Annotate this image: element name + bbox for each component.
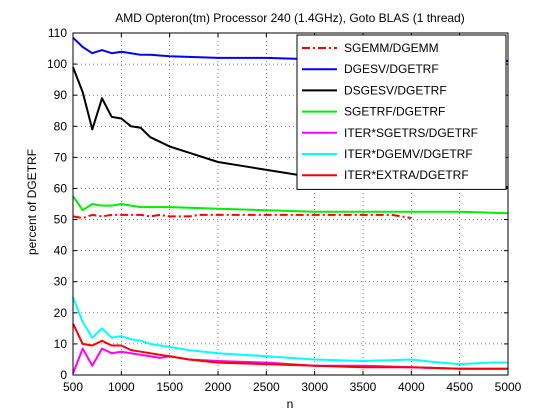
x-tick-label: 2000 [205,380,232,394]
x-tick-label: 500 [63,380,83,394]
legend-label: DSGESV/DGETRF [344,83,447,97]
plot-frame [72,32,509,376]
y-tick-label: 90 [54,88,68,102]
y-tick-label: 60 [54,181,68,195]
series-line-5 [72,347,508,374]
x-tick-label: 5000 [495,380,522,394]
legend-label: SGETRF/DGETRF [344,105,445,119]
series-line-6 [72,296,508,366]
y-axis-label: percent of DGETRF [25,149,39,255]
y-tick-label: 50 [54,213,68,227]
y-tick-label: 10 [54,337,68,351]
x-tick-labels: 500 1000 1500 2000 2500 3000 3500 4000 4500 5000 [63,380,522,394]
legend: SGEMM/DGEMM DGESV/DGETRF DSGESV/DGETRF SGET… [296,34,507,190]
x-tick-label: 4000 [398,380,425,394]
y-tick-label: 20 [54,306,68,320]
x-tick-label: 3500 [350,380,377,394]
series-line-4 [72,195,509,215]
y-tick-label: 70 [54,150,68,164]
y-tick-label: 80 [54,119,68,133]
x-axis-label: n [287,397,294,411]
series-line-7 [72,323,508,370]
y-tick-label: 40 [54,244,68,258]
legend-label: DGESV/DGETRF [344,62,439,76]
x-tick-label: 4500 [446,380,473,394]
x-tick-label: 1000 [108,380,135,394]
y-tick-labels: 0 10 20 30 40 50 60 70 80 90 100 110 [47,26,67,382]
x-tick-label: 2500 [253,380,280,394]
chart-title: AMD Opteron(tm) Processor 240 (1.4GHz), … [115,11,464,25]
y-tick-label: 30 [54,275,68,289]
y-tick-label: 100 [47,57,67,71]
series-line-1 [72,213,412,219]
x-tick-label: 1500 [156,380,183,394]
y-tick-label: 0 [60,368,67,382]
y-tick-label: 110 [48,26,67,40]
legend-label: ITER*SGETRS/DGETRF [344,126,478,140]
legend-label: SGEMM/DGEMM [344,41,439,55]
legend-label: ITER*EXTRA/DGETRF [344,168,469,182]
legend-label: ITER*DGEMV/DGETRF [344,147,473,161]
x-tick-label: 3000 [301,380,328,394]
